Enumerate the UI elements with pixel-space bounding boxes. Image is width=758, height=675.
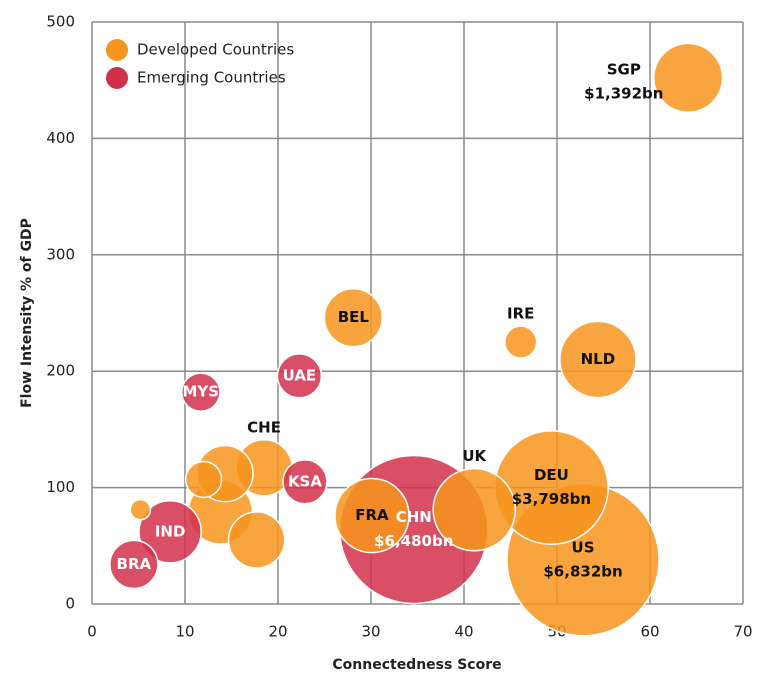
- bubble-label: MYS: [183, 383, 220, 401]
- bubble: [276, 353, 323, 399]
- bubble: [184, 460, 223, 499]
- bubble: [559, 320, 637, 399]
- x-tick-label: 60: [640, 623, 659, 641]
- bubble-label: KSA: [288, 472, 322, 490]
- bubble-label: IRE: [507, 305, 534, 323]
- size-label: $1,392bn: [584, 84, 663, 102]
- size-label: $6,480bn: [374, 532, 453, 550]
- bubble-label: IND: [155, 522, 186, 540]
- x-tick-label: 0: [87, 623, 97, 641]
- legend-swatch: [106, 67, 128, 89]
- x-tick-label: 30: [361, 623, 380, 641]
- bubble: [653, 42, 724, 113]
- bubble-label: UK: [462, 447, 487, 465]
- bubble: [323, 287, 384, 348]
- bubble-label: FRA: [355, 506, 389, 524]
- bubble: [432, 467, 517, 552]
- bubble-label: BRA: [117, 555, 152, 573]
- bubble: [334, 477, 410, 554]
- bubble-label: CHE: [247, 418, 281, 436]
- bubble-label: US: [572, 538, 595, 556]
- bubble-label: DEU: [534, 466, 569, 484]
- x-tick-label: 10: [175, 623, 194, 641]
- legend-label: Developed Countries: [137, 41, 294, 59]
- y-tick-label: 200: [46, 362, 75, 380]
- x-tick-label: 40: [454, 623, 473, 641]
- legend-label: Emerging Countries: [137, 69, 286, 87]
- bubble: [227, 511, 286, 569]
- bubble: [138, 500, 202, 564]
- bubble-label: UAE: [283, 366, 317, 384]
- bubble-label: NLD: [581, 350, 616, 368]
- bubble: [129, 498, 152, 521]
- size-label: $3,798bn: [512, 490, 591, 508]
- bubble: [282, 459, 328, 505]
- x-tick-label: 20: [268, 623, 287, 641]
- x-axis-title: Connectedness Score: [332, 657, 501, 673]
- y-tick-label: 0: [65, 595, 75, 613]
- legend-swatch: [106, 39, 128, 61]
- bubble: [504, 325, 538, 359]
- bubble-label: CHN: [396, 508, 432, 526]
- y-axis-title: Flow Intensity % of GDP: [19, 218, 35, 408]
- y-tick-label: 500: [46, 13, 75, 31]
- bubble: [109, 539, 159, 590]
- x-tick-label: 70: [733, 623, 752, 641]
- y-tick-label: 300: [46, 245, 75, 263]
- bubble-label: SGP: [607, 60, 641, 78]
- bubble-label: BEL: [338, 308, 370, 326]
- y-tick-label: 100: [46, 478, 75, 496]
- y-tick-label: 400: [46, 129, 75, 147]
- size-label: $6,832bn: [543, 562, 622, 580]
- bubble: [180, 372, 221, 412]
